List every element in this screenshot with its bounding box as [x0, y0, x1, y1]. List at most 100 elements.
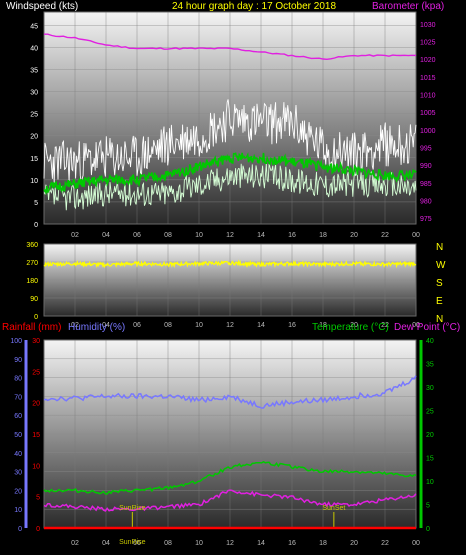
compass-label-e: E — [436, 296, 443, 307]
wind-xtick-08: 08 — [164, 232, 172, 239]
temperature-axis-label: Temperature (°C) — [312, 322, 389, 333]
compass-label-w: W — [436, 260, 446, 271]
temp-ytick-30: 30 — [426, 385, 434, 392]
series-line-wind-direction — [43, 259, 417, 269]
wind-frame — [43, 11, 417, 225]
rain-ytick-5: 5 — [36, 495, 40, 502]
wind-ytick-0: 0 — [34, 222, 38, 229]
temp-ytick-5: 5 — [426, 503, 430, 510]
dir-frame — [43, 243, 417, 317]
humidity-ytick-100: 100 — [10, 338, 22, 345]
temp-ytick-40: 40 — [426, 338, 434, 345]
rain-ytick-30: 30 — [32, 338, 40, 345]
clim-xtick-12: 12 — [226, 540, 234, 547]
series-line-humidity — [43, 375, 417, 409]
clim-xtick-02: 02 — [71, 540, 79, 547]
wind-xtick-22: 22 — [381, 232, 389, 239]
sunset-label: SunSet — [322, 505, 345, 512]
sunrise-label: SunRise — [119, 505, 146, 512]
humidity-axis-label: Humidity (%) — [68, 322, 125, 333]
humidity-ytick-0: 0 — [18, 526, 22, 533]
wind-xtick-04: 04 — [102, 232, 110, 239]
humidity-ytick-20: 20 — [14, 488, 22, 495]
baro-ytick-1015: 1015 — [420, 75, 436, 82]
baro-ytick-990: 990 — [420, 163, 432, 170]
wind-xtick-10: 10 — [195, 232, 203, 239]
temp-ytick-20: 20 — [426, 432, 434, 439]
wind-xtick-16: 16 — [288, 232, 296, 239]
baro-ytick-1005: 1005 — [420, 110, 436, 117]
dir-ytick-180: 180 — [26, 278, 38, 285]
baro-ytick-1020: 1020 — [420, 57, 436, 64]
humidity-ytick-40: 40 — [14, 451, 22, 458]
dir-xtick-06: 06 — [133, 322, 141, 329]
rainfall-axis-label: Rainfall (mm) — [2, 322, 61, 333]
humidity-ytick-30: 30 — [14, 470, 22, 477]
baro-ytick-975: 975 — [420, 216, 432, 223]
wind-xtick-20: 20 — [350, 232, 358, 239]
baro-ytick-1010: 1010 — [420, 92, 436, 99]
wind-xtick-12: 12 — [226, 232, 234, 239]
humidity-ytick-90: 90 — [14, 357, 22, 364]
dir-xtick-20: 20 — [350, 322, 358, 329]
wind-ytick-20: 20 — [30, 134, 38, 141]
baro-ytick-1030: 1030 — [420, 22, 436, 29]
baro-ytick-1000: 1000 — [420, 128, 436, 135]
wind-ytick-35: 35 — [30, 67, 38, 74]
humidity-ytick-80: 80 — [14, 376, 22, 383]
clim-xtick-20: 20 — [350, 540, 358, 547]
series-line-barometer — [44, 33, 417, 61]
wind-xtick-18: 18 — [319, 232, 327, 239]
series-line-temperature — [43, 460, 417, 495]
rain-ytick-10: 10 — [32, 463, 40, 470]
dir-ytick-90: 90 — [30, 296, 38, 303]
chart-title: 24 hour graph day : 17 October 2018 — [172, 1, 336, 12]
humidity-ytick-50: 50 — [14, 432, 22, 439]
wind-ytick-30: 30 — [30, 90, 38, 97]
dir-xtick-22: 22 — [381, 322, 389, 329]
dir-xtick-14: 14 — [257, 322, 265, 329]
dir-xtick-12: 12 — [226, 322, 234, 329]
series-line-dew_point — [43, 489, 417, 512]
series-line-windspeed_trend — [43, 152, 417, 196]
series-line-windspeed_avg — [43, 163, 417, 211]
clim-xtick-04: 04 — [102, 540, 110, 547]
clim-xtick-16: 16 — [288, 540, 296, 547]
wind-ytick-40: 40 — [30, 45, 38, 52]
temp-ytick-25: 25 — [426, 409, 434, 416]
dir-xtick-18: 18 — [319, 322, 327, 329]
wind-ytick-45: 45 — [30, 23, 38, 30]
clim-xtick-22: 22 — [381, 540, 389, 547]
wind-ytick-25: 25 — [30, 112, 38, 119]
clim-xtick-18: 18 — [319, 540, 327, 547]
clim-xtick-08: 08 — [164, 540, 172, 547]
wind-ytick-10: 10 — [30, 178, 38, 185]
wind-xtick-14: 14 — [257, 232, 265, 239]
rain-ytick-25: 25 — [32, 369, 40, 376]
temp-ytick-10: 10 — [426, 479, 434, 486]
temp-ytick-35: 35 — [426, 362, 434, 369]
wind-xtick-06: 06 — [133, 232, 141, 239]
rain-ytick-20: 20 — [32, 401, 40, 408]
compass-label-n-top: N — [436, 242, 443, 253]
wind-ytick-5: 5 — [34, 200, 38, 207]
rain-ytick-0: 0 — [36, 526, 40, 533]
clim-xtick-10: 10 — [195, 540, 203, 547]
series-line-windspeed_max — [43, 99, 417, 184]
dir-xtick-02: 02 — [71, 322, 79, 329]
clim-xtick-00: 00 — [412, 540, 420, 547]
baro-ytick-995: 995 — [420, 145, 432, 152]
humidity-ytick-60: 60 — [14, 413, 22, 420]
wind-xtick-00: 00 — [412, 232, 420, 239]
rain-ytick-15: 15 — [32, 432, 40, 439]
baro-ytick-1025: 1025 — [420, 39, 436, 46]
clim-xtick-14: 14 — [257, 540, 265, 547]
windspeed-axis-label: Windspeed (kts) — [6, 1, 78, 12]
barometer-axis-label: Barometer (kpa) — [372, 1, 444, 12]
humidity-ytick-70: 70 — [14, 394, 22, 401]
wind-ytick-15: 15 — [30, 156, 38, 163]
dir-ytick-270: 270 — [26, 260, 38, 267]
dir-ytick-0: 0 — [34, 314, 38, 321]
dir-xtick-04: 04 — [102, 322, 110, 329]
